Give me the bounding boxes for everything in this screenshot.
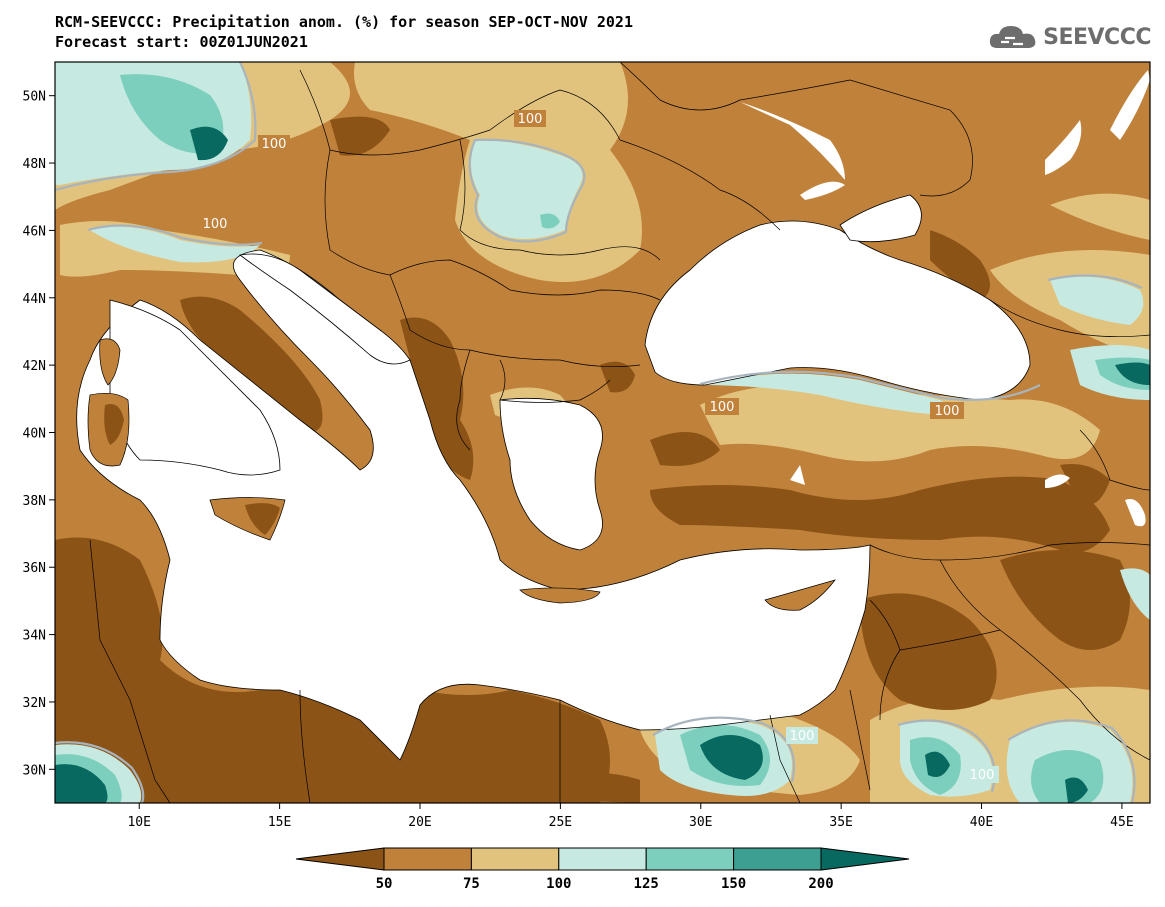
colorbar-upper-extension — [820, 847, 910, 871]
colorbar-label: 75 — [463, 876, 480, 892]
logo-text: SEEVCCC — [1043, 24, 1151, 50]
missing-data-patches — [740, 70, 1150, 527]
longitude-axis: 10E 15E 20E 25E 30E 35E 40E 45E — [127, 803, 1134, 830]
contour-labels: 100 100 100 100 100 100 100 — [199, 110, 999, 783]
black-sea — [644, 220, 1031, 401]
anomaly-above-200-areas — [55, 126, 1150, 803]
adriatic-sea — [239, 253, 411, 365]
lon-tick-label: 10E — [127, 815, 150, 830]
lon-tick-label: 40E — [970, 815, 993, 830]
colorbar-label: 100 — [546, 876, 571, 892]
colorbar-swatch — [733, 847, 822, 871]
lon-tick-label: 15E — [268, 815, 291, 830]
contour-100-lines — [55, 62, 1143, 803]
lat-tick-label: 42N — [23, 359, 46, 374]
contour-label: 100 — [518, 112, 543, 127]
aegean-sea — [499, 397, 603, 551]
lon-tick-label: 25E — [549, 815, 572, 830]
colorbar-swatch — [470, 847, 560, 871]
colorbar-label: 50 — [376, 876, 393, 892]
island-dark-areas — [104, 404, 280, 535]
contour-label: 100 — [203, 217, 228, 232]
contour-label: 100 — [710, 400, 735, 415]
contour-label: 100 — [970, 768, 995, 783]
contour-label: 100 — [790, 729, 815, 744]
lon-tick-label: 45E — [1110, 815, 1133, 830]
crete — [519, 587, 601, 604]
lat-tick-label: 48N — [23, 157, 46, 172]
sea-mask — [76, 194, 1031, 761]
lat-tick-label: 46N — [23, 224, 46, 239]
colorbar-label: 125 — [634, 876, 659, 892]
anomaly-below-50-areas — [55, 116, 1130, 803]
map-title: RCM-SEEVCCC: Precipitation anom. (%) for… — [55, 12, 633, 52]
lat-tick-label: 38N — [23, 494, 46, 509]
seevccc-logo: SEEVCCC — [987, 22, 1151, 52]
sea-of-azov — [839, 194, 922, 243]
lat-tick-label: 32N — [23, 696, 46, 711]
latitude-axis: 50N 48N 46N 44N 42N 40N 38N 36N 34N 32N 30N — [23, 90, 55, 778]
colorbar-label: 200 — [808, 876, 833, 892]
country-borders — [89, 62, 1150, 803]
lat-tick-label: 30N — [23, 763, 46, 778]
lat-tick-label: 40N — [23, 427, 46, 442]
tyrrhenian-sea — [109, 299, 281, 476]
colorbar-swatch — [558, 847, 647, 871]
lat-tick-label: 34N — [23, 629, 46, 644]
colorbar-lower-extension — [295, 847, 385, 871]
lat-tick-label: 44N — [23, 292, 46, 307]
map-field: 100 100 100 100 100 100 100 — [55, 62, 1150, 803]
colorbar-label: 150 — [721, 876, 746, 892]
title-line-2: Forecast start: 00Z01JUN2021 — [55, 33, 308, 51]
lat-tick-label: 36N — [23, 561, 46, 576]
cloud-logo-icon — [990, 26, 1036, 48]
title-line-1: RCM-SEEVCCC: Precipitation anom. (%) for… — [55, 13, 633, 31]
mediterranean-sea — [76, 249, 871, 761]
colorbar-swatch — [383, 847, 472, 871]
contour-label: 100 — [262, 137, 287, 152]
lon-tick-label: 20E — [408, 815, 431, 830]
colorbar: 50 75 100 125 150 200 — [295, 847, 910, 892]
corsica — [99, 338, 121, 386]
cyprus — [764, 579, 836, 611]
contour-label: 100 — [935, 404, 960, 419]
colorbar-swatch — [645, 847, 735, 871]
lon-tick-label: 35E — [829, 815, 852, 830]
lat-tick-label: 50N — [23, 90, 46, 105]
lon-tick-label: 30E — [689, 815, 712, 830]
